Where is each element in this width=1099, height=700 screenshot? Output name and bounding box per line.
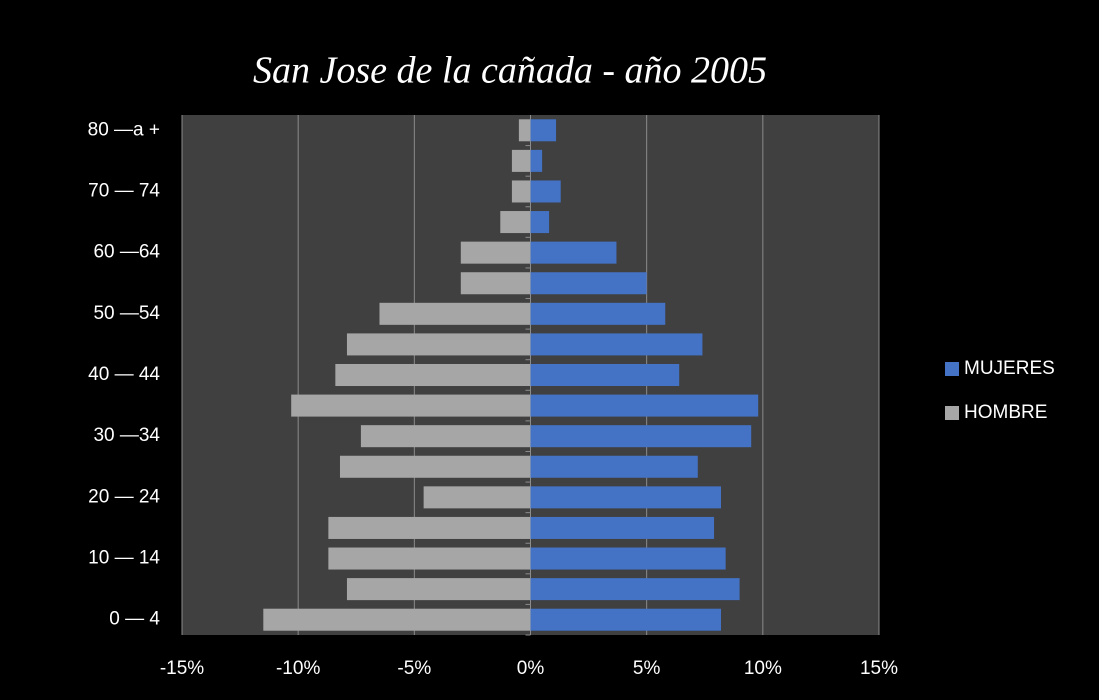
bar: [530, 211, 550, 234]
bar: [530, 180, 561, 203]
bar: [530, 119, 557, 142]
bar: [530, 302, 666, 325]
y-tick-label: 10 — 14: [88, 548, 160, 569]
legend-label: MUJERES: [964, 358, 1055, 379]
chart-title: San Jose de la cañada - año 2005: [253, 50, 767, 92]
bar: [360, 425, 531, 448]
x-tick-label: -15%: [160, 658, 204, 679]
x-tick-label: 15%: [860, 658, 898, 679]
bar: [263, 608, 531, 631]
bar: [530, 608, 722, 631]
y-tick-label: 0 — 4: [109, 609, 160, 630]
bar: [460, 241, 531, 264]
bar: [530, 455, 698, 478]
y-tick-label: 70 — 74: [88, 180, 160, 201]
y-tick-label: 80 —a +: [88, 119, 160, 140]
bar: [530, 425, 752, 448]
bar: [335, 363, 531, 387]
bar: [530, 486, 722, 509]
bar: [423, 486, 531, 509]
x-tick-label: 0%: [517, 658, 545, 679]
legend-swatch: [945, 362, 959, 376]
bar: [530, 333, 703, 356]
bar: [346, 333, 531, 356]
bar: [530, 394, 759, 417]
bar: [530, 363, 680, 387]
y-tick-label: 60 —64: [93, 242, 160, 263]
legend-label: HOMBRE: [964, 402, 1047, 423]
bar: [379, 302, 531, 325]
bar: [511, 149, 531, 172]
bar: [328, 547, 531, 570]
bar: [346, 578, 531, 601]
bar: [530, 272, 647, 295]
bar: [511, 180, 531, 203]
bar: [500, 211, 531, 234]
x-tick-label: 10%: [744, 658, 782, 679]
x-tick-label: -10%: [276, 658, 320, 679]
y-tick-label: 20 — 24: [88, 486, 160, 507]
legend-swatch: [945, 406, 959, 420]
y-tick-label: 50 —54: [93, 303, 160, 324]
bar: [460, 272, 531, 295]
bar: [339, 455, 531, 478]
bar: [530, 149, 543, 172]
bar: [530, 578, 740, 601]
x-tick-label: -5%: [397, 658, 431, 679]
y-tick-label: 30 —34: [93, 425, 160, 446]
bar: [291, 394, 531, 417]
bar: [530, 547, 726, 570]
x-tick-label: 5%: [633, 658, 661, 679]
bar: [328, 516, 531, 539]
y-tick-label: 40 — 44: [88, 364, 160, 385]
bar: [518, 119, 531, 142]
bar: [530, 241, 617, 264]
bar: [530, 516, 715, 539]
